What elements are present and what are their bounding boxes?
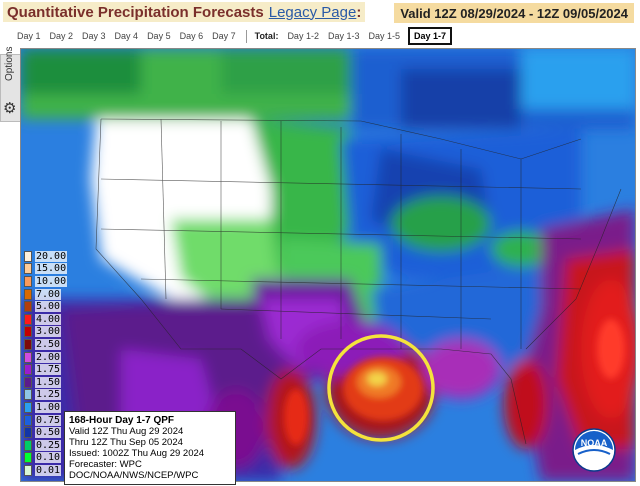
forecast-info-box: 168-Hour Day 1-7 QPF Valid 12Z Thu Aug 2… bbox=[64, 411, 236, 485]
title-colon: : bbox=[356, 3, 362, 21]
legacy-page-link[interactable]: Legacy Page bbox=[268, 3, 357, 21]
info-valid: Valid 12Z Thu Aug 29 2024 bbox=[69, 426, 184, 437]
legend-swatch bbox=[24, 275, 32, 287]
options-panel[interactable]: Options ⚙ bbox=[0, 47, 21, 122]
legend-row: 2.50 bbox=[24, 338, 68, 351]
legend-swatch bbox=[24, 351, 32, 363]
legend-value: 3.00 bbox=[35, 326, 62, 338]
tab-day-1[interactable]: Day 1 bbox=[17, 31, 41, 41]
legend-value: 0.50 bbox=[35, 427, 62, 439]
forecast-period-tabs: Day 1 Day 2 Day 3 Day 4 Day 5 Day 6 Day … bbox=[0, 25, 640, 47]
title-bar: Quantitative Precipitation Forecasts Leg… bbox=[3, 2, 366, 22]
legend-row: 15.00 bbox=[24, 263, 68, 276]
legend-swatch bbox=[24, 452, 32, 464]
highlight-circle bbox=[327, 334, 435, 442]
noaa-logo-graphic: NOAA bbox=[572, 428, 616, 472]
legend-swatch bbox=[24, 326, 32, 338]
legend-value: 4.00 bbox=[35, 313, 62, 325]
legend-value: 1.50 bbox=[35, 376, 62, 388]
legend-value: 0.25 bbox=[35, 439, 62, 451]
legend-row: 0.01 bbox=[24, 464, 68, 477]
legend-value: 0.01 bbox=[35, 464, 62, 476]
info-issued: Issued: 1002Z Thu Aug 29 2024 bbox=[69, 448, 205, 459]
legend-row: 0.10 bbox=[24, 452, 68, 465]
precip-legend: 20.00 15.00 10.00 7.00 5.00 4.00 3.00 2.50 2.00 1… bbox=[24, 250, 68, 477]
precip-core bbox=[284, 319, 625, 445]
legend-swatch bbox=[24, 313, 32, 325]
tab-day-1-7[interactable]: Day 1-7 bbox=[407, 27, 453, 45]
page-title: Quantitative Precipitation Forecasts bbox=[7, 3, 264, 21]
legend-value: 20.00 bbox=[35, 250, 68, 262]
legend-swatch bbox=[24, 301, 32, 313]
legend-row: 5.00 bbox=[24, 300, 68, 313]
legend-value: 15.00 bbox=[35, 263, 68, 275]
total-label: Total: bbox=[254, 31, 279, 41]
legend-value: 1.25 bbox=[35, 389, 62, 401]
legend-value: 2.00 bbox=[35, 351, 62, 363]
legend-swatch bbox=[24, 427, 32, 439]
legend-value: 0.75 bbox=[35, 414, 62, 426]
tab-divider bbox=[245, 29, 247, 43]
page-header: Quantitative Precipitation Forecasts Leg… bbox=[0, 0, 640, 24]
legend-row: 0.25 bbox=[24, 439, 68, 452]
legend-swatch bbox=[24, 414, 32, 426]
tab-day-5[interactable]: Day 5 bbox=[147, 31, 171, 41]
info-thru: Thru 12Z Thu Sep 05 2024 bbox=[69, 437, 183, 448]
legend-swatch bbox=[24, 401, 32, 413]
tab-day-1-2[interactable]: Day 1-2 bbox=[287, 31, 319, 41]
legend-row: 1.00 bbox=[24, 401, 68, 414]
tab-day-1-3[interactable]: Day 1-3 bbox=[327, 31, 360, 41]
info-title: 168-Hour Day 1-7 QPF bbox=[69, 415, 175, 426]
legend-row: 1.25 bbox=[24, 389, 68, 402]
tab-day-3[interactable]: Day 3 bbox=[82, 31, 106, 41]
legend-swatch bbox=[24, 263, 32, 275]
legend-swatch bbox=[24, 338, 32, 350]
legend-row: 1.50 bbox=[24, 376, 68, 389]
noaa-logo: NOAA bbox=[572, 428, 616, 472]
legend-value: 1.00 bbox=[35, 401, 62, 413]
legend-row: 3.00 bbox=[24, 326, 68, 339]
tab-day-6[interactable]: Day 6 bbox=[179, 31, 204, 41]
noaa-logo-text: NOAA bbox=[581, 438, 608, 448]
legend-value: 0.10 bbox=[35, 452, 62, 464]
legend-swatch bbox=[24, 389, 32, 401]
info-agency: DOC/NOAA/NWS/NCEP/WPC bbox=[69, 470, 199, 481]
legend-swatch bbox=[24, 250, 32, 262]
tab-day-4[interactable]: Day 4 bbox=[114, 31, 139, 41]
options-label: Options bbox=[4, 46, 15, 81]
gear-icon[interactable]: ⚙ bbox=[3, 100, 17, 117]
boundary-lines bbox=[95, 118, 622, 445]
legend-value: 5.00 bbox=[35, 301, 62, 313]
legend-row: 2.00 bbox=[24, 351, 68, 364]
legend-row: 20.00 bbox=[24, 250, 68, 263]
legend-value: 1.75 bbox=[35, 364, 62, 376]
valid-range-label: Valid 12Z 08/29/2024 - 12Z 09/05/2024 bbox=[394, 3, 634, 23]
legend-row: 7.00 bbox=[24, 288, 68, 301]
legend-row: 4.00 bbox=[24, 313, 68, 326]
tab-day-2[interactable]: Day 2 bbox=[49, 31, 74, 41]
legend-row: 0.50 bbox=[24, 426, 68, 439]
legend-swatch bbox=[24, 464, 32, 476]
legend-value: 10.00 bbox=[35, 275, 68, 287]
info-forecaster: Forecaster: WPC bbox=[69, 459, 142, 470]
legend-row: 0.75 bbox=[24, 414, 68, 427]
tab-day-1-5[interactable]: Day 1-5 bbox=[368, 31, 400, 41]
tab-day-7[interactable]: Day 7 bbox=[212, 31, 236, 41]
legend-swatch bbox=[24, 439, 32, 451]
legend-swatch bbox=[24, 364, 32, 376]
legend-row: 10.00 bbox=[24, 275, 68, 288]
legend-value: 2.50 bbox=[35, 338, 62, 350]
legend-swatch bbox=[24, 288, 32, 300]
legend-swatch bbox=[24, 376, 32, 388]
legend-value: 7.00 bbox=[35, 288, 62, 300]
legend-row: 1.75 bbox=[24, 363, 68, 376]
